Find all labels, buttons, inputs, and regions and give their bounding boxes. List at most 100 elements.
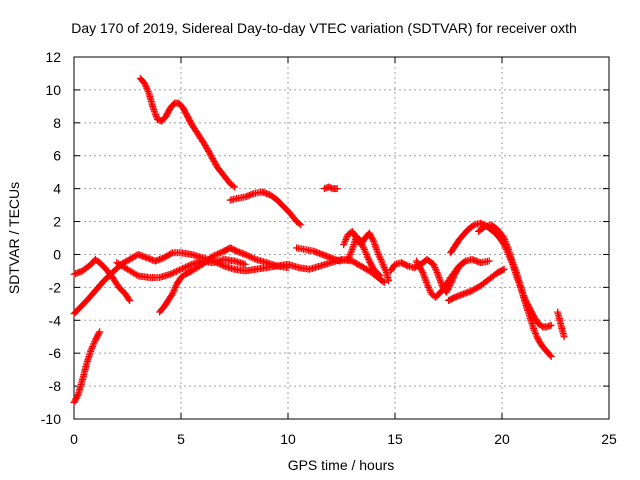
data-point <box>74 392 82 400</box>
data-point <box>370 239 378 247</box>
series-trace-g <box>226 188 305 229</box>
data-point <box>370 237 378 245</box>
data-point <box>422 277 430 285</box>
data-point <box>432 265 440 273</box>
series-trace-o <box>474 221 555 360</box>
data-point <box>376 254 384 262</box>
data-point <box>547 352 555 360</box>
data-point <box>510 262 518 270</box>
data-point <box>364 254 372 262</box>
data-point <box>209 252 217 260</box>
y-axis-label: SDTVAR / TECUs <box>6 182 22 294</box>
data-point <box>89 341 97 349</box>
data-point <box>212 251 220 259</box>
data-point <box>532 329 540 337</box>
x-tick-label: 10 <box>280 431 296 447</box>
data-point <box>436 275 444 283</box>
data-point <box>379 277 387 285</box>
data-point <box>170 287 178 295</box>
data-point <box>509 260 517 268</box>
data-point <box>144 88 152 96</box>
data-point <box>360 246 368 254</box>
data-point <box>509 259 517 267</box>
data-point <box>425 283 433 291</box>
axis-ticks <box>73 56 610 420</box>
data-point <box>363 252 371 260</box>
y-tick-label: -2 <box>49 279 62 295</box>
data-point <box>422 278 430 286</box>
data-point <box>185 262 193 270</box>
data-point <box>152 112 160 120</box>
data-point <box>432 267 440 275</box>
data-point <box>250 255 258 263</box>
data-point <box>560 333 568 341</box>
data-point <box>241 250 249 258</box>
data-point <box>177 265 185 273</box>
data-point <box>371 242 379 250</box>
data-point <box>141 79 149 87</box>
data-point <box>372 244 380 252</box>
data-point <box>297 221 305 229</box>
data-point <box>167 250 175 258</box>
data-point <box>437 278 445 286</box>
series-trace-j <box>340 227 393 285</box>
y-tick-label: 6 <box>53 148 61 164</box>
data-series <box>70 74 568 407</box>
data-point <box>168 290 176 298</box>
series-trace-f <box>136 74 238 191</box>
data-point <box>247 253 255 261</box>
data-point <box>377 255 385 263</box>
data-point <box>186 261 194 269</box>
data-point <box>150 107 158 115</box>
data-point <box>376 272 384 280</box>
data-point <box>420 272 428 280</box>
data-point <box>171 268 179 276</box>
data-point <box>499 233 507 241</box>
data-point <box>511 265 519 273</box>
data-point <box>143 86 151 94</box>
x-axis-label: GPS time / hours <box>288 457 395 473</box>
data-point <box>183 262 191 270</box>
data-point <box>499 266 507 274</box>
data-point <box>243 251 251 259</box>
data-point <box>244 252 252 260</box>
data-point <box>168 269 176 277</box>
data-point <box>142 83 150 91</box>
data-point <box>151 109 159 117</box>
data-point <box>423 280 431 288</box>
series-trace-c <box>70 255 134 305</box>
chart-title: Day 170 of 2019, Sidereal Day-to-day VTE… <box>71 20 577 36</box>
data-point <box>380 262 388 270</box>
y-tick-label: 12 <box>45 49 61 65</box>
data-point <box>125 295 133 303</box>
data-point <box>91 338 99 346</box>
data-point <box>149 104 157 112</box>
data-point <box>502 239 510 247</box>
data-point <box>175 266 183 274</box>
series-trace-m <box>445 265 508 305</box>
data-point <box>249 254 257 262</box>
data-point <box>345 252 353 260</box>
x-tick-label: 15 <box>387 431 403 447</box>
series-trace-i <box>293 232 384 280</box>
data-point <box>341 237 349 245</box>
data-point <box>361 247 369 255</box>
data-point <box>90 339 98 347</box>
data-point <box>179 265 187 273</box>
data-point <box>345 254 353 262</box>
data-point <box>96 328 104 336</box>
series-trace-l <box>412 255 493 301</box>
data-point <box>385 277 393 285</box>
data-point <box>503 242 511 250</box>
data-point <box>340 241 348 249</box>
y-tick-label: 0 <box>53 246 61 262</box>
data-point <box>379 260 387 268</box>
data-point <box>169 288 177 296</box>
data-point <box>362 250 370 258</box>
data-point <box>215 249 223 257</box>
data-point <box>500 234 508 242</box>
data-point <box>426 287 434 295</box>
data-point <box>424 282 432 290</box>
data-point <box>88 344 96 352</box>
